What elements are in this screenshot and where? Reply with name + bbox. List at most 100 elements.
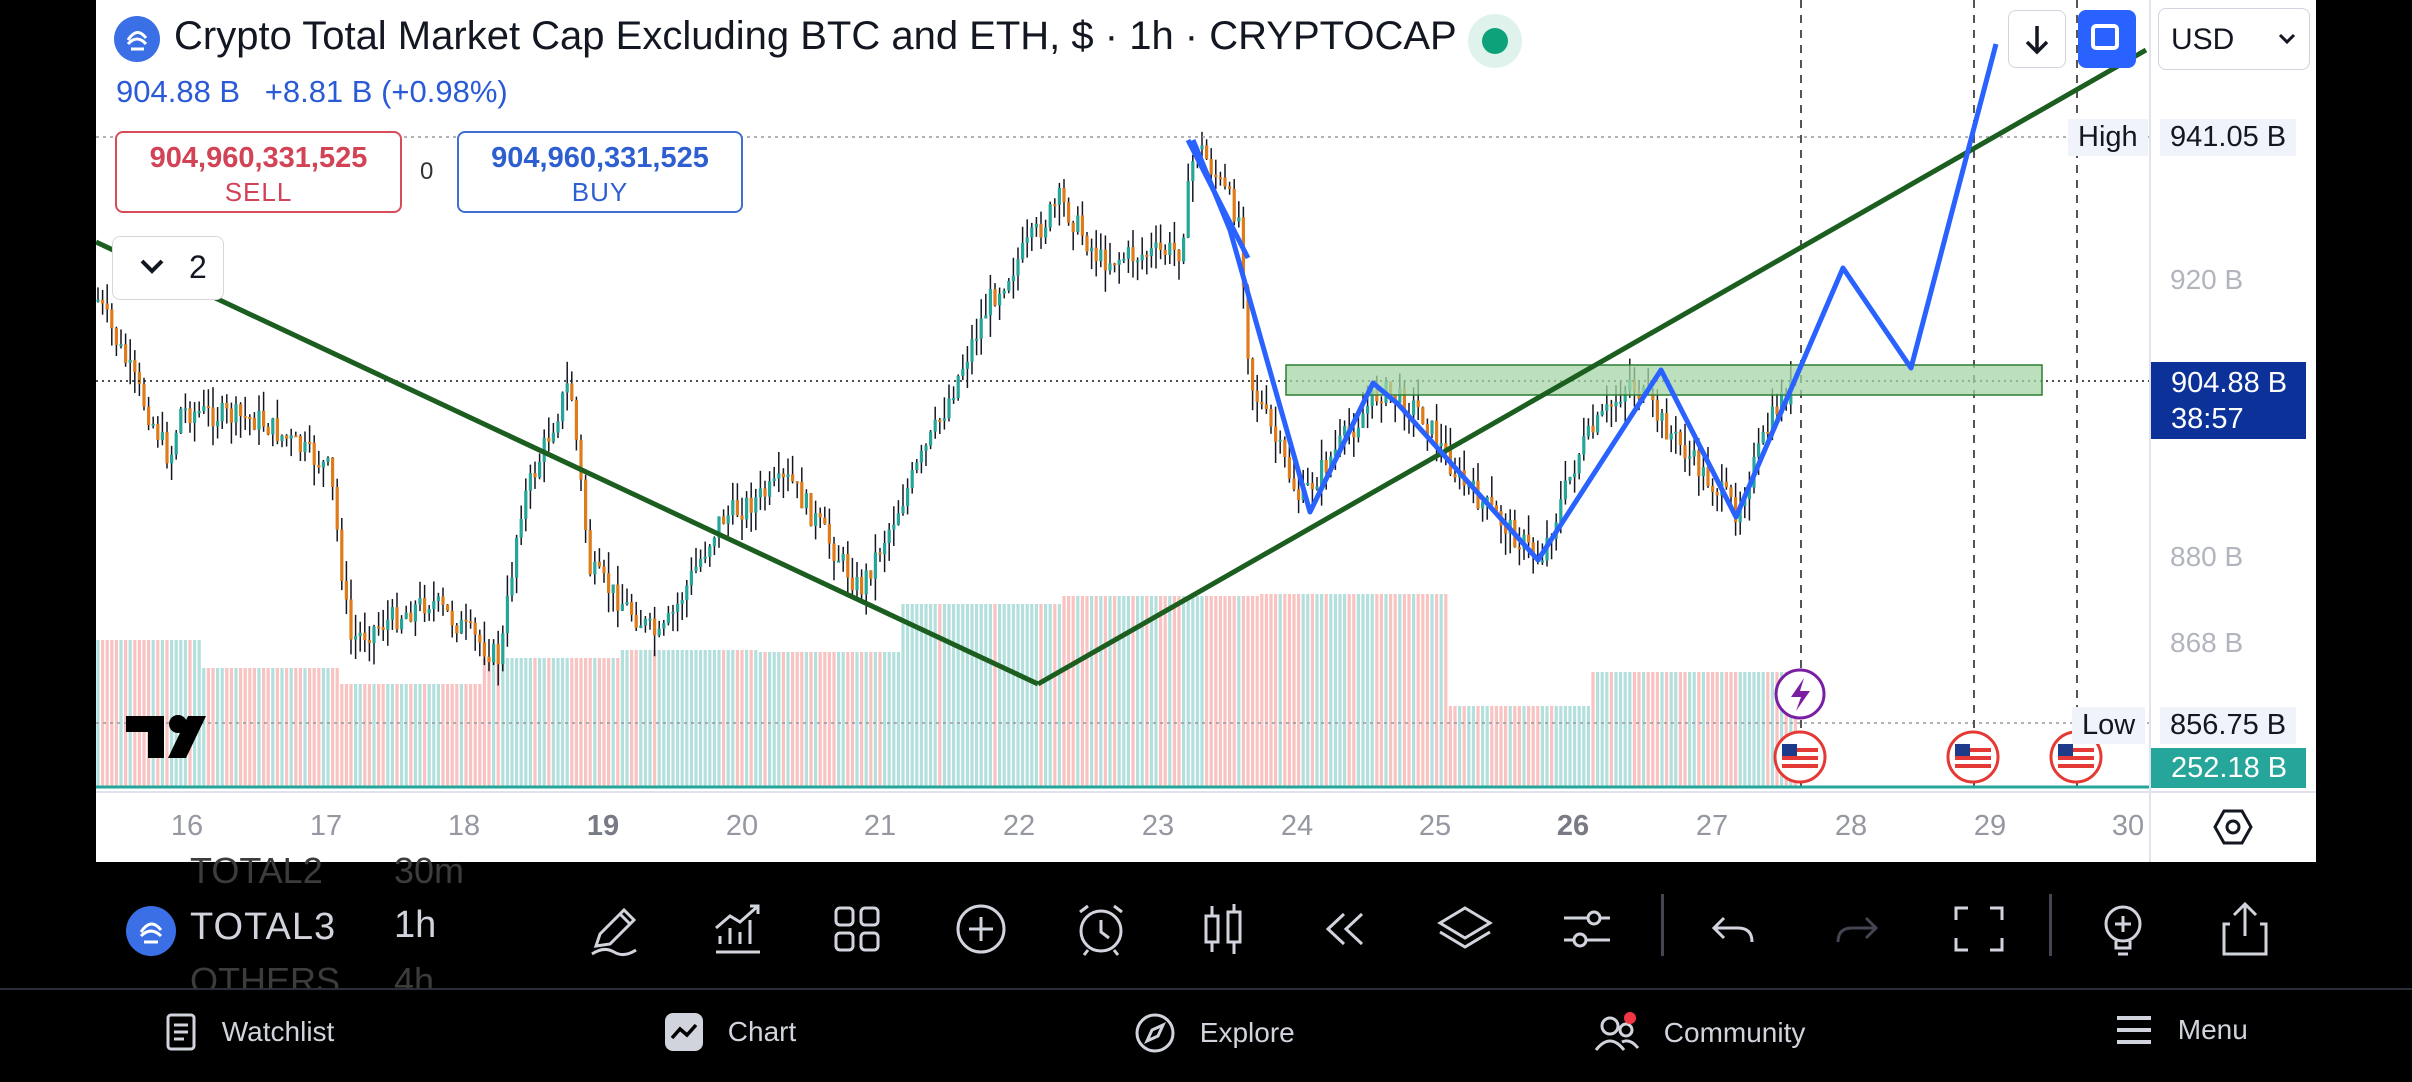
candle-body [101,299,105,304]
nav-watchlist[interactable]: Watchlist [164,1012,334,1058]
volume-bar [1793,672,1797,787]
symbol-option[interactable]: TOTAL2 [190,850,323,891]
fullscreen-button[interactable] [2078,10,2136,68]
volume-bar [312,668,316,787]
candle-body [160,432,164,440]
download-button[interactable] [2008,10,2066,68]
alert-clock-icon[interactable] [1070,898,1132,960]
currency-select[interactable]: USD [2158,8,2310,70]
candle-body [386,619,390,630]
volume-bar [1251,596,1255,787]
volume-bar [1154,596,1158,787]
idea-bulb-icon[interactable] [2092,898,2154,960]
volume-bar [1320,594,1324,787]
candle-body [142,383,146,407]
volume-bar [1145,596,1149,787]
market-status-icon[interactable] [1468,14,1522,68]
nav-label: Watchlist [221,1016,335,1047]
layers-icon[interactable] [1434,898,1496,960]
indicators-toggle[interactable]: 2 [112,236,224,300]
volume-bar [294,668,298,787]
volume-bar [1329,594,1333,787]
candle-body [1531,542,1535,557]
symbol-selector[interactable]: TOTAL3 [190,906,337,948]
volume-bar [1269,594,1273,787]
replay-icon[interactable] [1312,898,1374,960]
candle-body [616,584,620,611]
volume-bar [1448,706,1452,787]
buy-button[interactable]: 904,960,331,525 BUY [457,131,743,213]
last-price: 904.88 B [116,74,241,109]
add-icon[interactable] [950,898,1012,960]
candle-body [298,436,302,453]
low-value: 856.75 B [2160,707,2297,744]
timeframe-option[interactable]: 30m [394,850,465,891]
candle-body [1504,525,1508,534]
volume-bar [883,652,887,787]
volume-bar [1159,596,1163,787]
volume-bar [1660,672,1664,787]
candle-body [202,406,206,412]
candle-body [1011,275,1015,281]
volume-bar [239,668,243,787]
candle-body [1246,287,1250,359]
candle-body [685,585,689,601]
candle-body [676,603,680,612]
candle-body [114,328,118,345]
candle-body [395,607,399,630]
volume-bar [225,668,229,787]
volume-bar [1195,596,1199,787]
volume-bar [979,604,983,787]
volume-bar [1407,594,1411,787]
candle-body [1425,423,1429,435]
candle-body [1619,401,1623,404]
chart-title[interactable]: Crypto Total Market Cap Excluding BTC an… [174,14,1457,58]
volume-bar [878,652,882,787]
candle-body [1697,450,1701,477]
volume-bar [924,604,928,787]
candle-body [662,623,666,629]
fullscreen-icon[interactable] [1948,898,2010,960]
settings-sliders-icon[interactable] [1556,898,1618,960]
timeframe-selector[interactable]: 1h [394,904,437,946]
candle-body [1609,404,1613,407]
candle-body [942,418,946,421]
volume-bar [1734,672,1738,787]
nav-chart[interactable]: Chart [664,1012,796,1058]
share-icon[interactable] [2214,898,2276,960]
volume-bar [1623,672,1627,787]
layouts-grid-icon[interactable] [826,898,888,960]
volume-bar [1761,672,1765,787]
undo-icon[interactable] [1702,898,1764,960]
candle-body [979,318,983,339]
candle-body [317,464,321,468]
volume-bar [1550,706,1554,787]
sell-button[interactable]: 904,960,331,525 SELL [115,131,402,213]
nav-menu[interactable]: Menu [2114,1012,2248,1058]
volume-bar [864,652,868,787]
price-chart[interactable] [96,0,2316,862]
chart-settings-icon[interactable] [2212,806,2254,848]
candle-body [1517,547,1521,550]
candle-body [1651,392,1655,401]
nav-community[interactable]: Community [1594,1012,1805,1058]
candle-body [630,602,634,615]
candle-body [188,408,192,424]
volume-bar [280,668,284,787]
volume-bar [395,684,399,787]
candle-body [809,493,813,526]
drawing-tool-pen-icon[interactable] [584,898,646,960]
candle-style-icon[interactable] [1192,898,1254,960]
indicators-icon[interactable] [706,898,768,960]
volume-bar [1168,596,1172,787]
time-tick: 30 [2111,810,2145,842]
volume-bar [984,604,988,787]
volume-bar [998,604,1002,787]
volume-bar [809,652,813,787]
candle-body [519,518,523,538]
candle-body [1655,400,1659,421]
candle-body [1568,477,1572,481]
candle-body [708,546,712,557]
nav-explore[interactable]: Explore [1134,1012,1295,1058]
volume-bar [1421,594,1425,787]
